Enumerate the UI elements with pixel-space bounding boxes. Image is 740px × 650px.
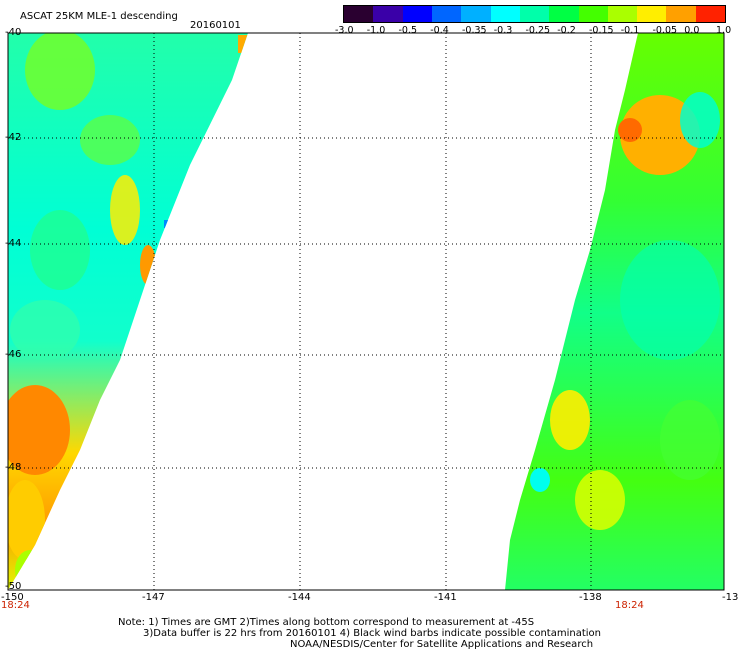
latitude-label: -42 xyxy=(5,132,22,143)
colorbar-swatch xyxy=(461,6,491,22)
longitude-label: -13 xyxy=(722,592,739,603)
right-swath xyxy=(505,33,724,590)
colorbar-swatch xyxy=(666,6,696,22)
longitude-label: -141 xyxy=(434,592,457,603)
longitude-label: -144 xyxy=(288,592,311,603)
colorbar-swatch xyxy=(549,6,579,22)
colorbar-swatch xyxy=(695,6,726,22)
colorbar-tick-label: -0.4 xyxy=(430,25,449,36)
note-line-3: NOAA/NESDIS/Center for Satellite Applica… xyxy=(290,639,594,650)
colorbar-swatch xyxy=(373,6,403,22)
latitude-label: -46 xyxy=(5,349,22,360)
colorbar-swatch xyxy=(578,6,608,22)
latitude-label: -50 xyxy=(5,581,22,592)
colorbar-tick-label: 0.0 xyxy=(684,25,700,36)
colorbar-tick-label: 1.0 xyxy=(716,25,732,36)
colorbar-tick-label: -1.0 xyxy=(366,25,386,36)
latitude-label: -40 xyxy=(5,27,22,38)
product-date: 20160101 xyxy=(190,20,241,31)
pass-time-right: 18:24 xyxy=(615,600,644,611)
colorbar-swatch xyxy=(637,6,667,22)
colorbar-tick-label: -0.25 xyxy=(525,25,551,36)
colorbar-tick-label: -0.1 xyxy=(620,25,640,36)
longitude-label: -147 xyxy=(142,592,165,603)
product-title: ASCAT 25KM MLE-1 descending xyxy=(20,11,178,22)
colorbar-swatch xyxy=(519,6,550,22)
colorbar-tick-label: -0.05 xyxy=(652,25,678,36)
longitude-label: -138 xyxy=(579,592,602,603)
latitude-label: -44 xyxy=(5,238,22,249)
note-line-2: 3)Data buffer is 22 hrs from 20160101 4)… xyxy=(143,628,601,639)
pass-time-left: 18:24 xyxy=(1,600,30,611)
colorbar-swatch xyxy=(490,6,520,22)
colorbar-tick-label: -0.15 xyxy=(589,25,614,36)
colorbar-tick-label: -0.3 xyxy=(493,25,513,36)
map-frame xyxy=(7,32,725,591)
left-swath xyxy=(8,33,248,590)
colorbar-swatch xyxy=(431,6,462,22)
note-line-1: Note: 1) Times are GMT 2)Times along bot… xyxy=(118,617,535,628)
colorbar-tick-label: -0.5 xyxy=(398,25,418,36)
colorbar-swatch xyxy=(344,6,374,22)
colorbar-swatch xyxy=(607,6,638,22)
colorbar-tick-label: -3.0 xyxy=(335,25,354,36)
latitude-label: -48 xyxy=(5,462,22,473)
longitude-label: -150 xyxy=(1,592,24,603)
colorbar xyxy=(343,5,726,23)
colorbar-tick-label: -0.2 xyxy=(557,25,576,36)
colorbar-swatch xyxy=(402,6,432,22)
colorbar-tick-label: -0.35 xyxy=(462,25,487,36)
